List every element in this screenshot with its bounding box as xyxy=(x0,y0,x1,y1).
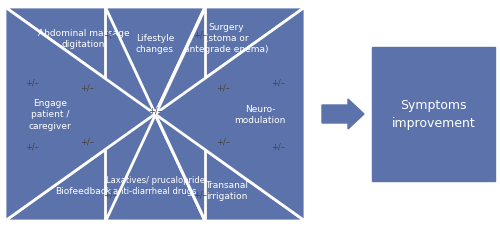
Text: +/–: +/– xyxy=(216,137,230,146)
Text: Laxatives/ prucalopride
anti-diarrheal drugs: Laxatives/ prucalopride anti-diarrheal d… xyxy=(106,175,204,196)
Text: +/–: +/– xyxy=(193,30,207,39)
Text: Transanal
irrigation: Transanal irrigation xyxy=(205,180,248,201)
Text: Lifestyle
changes: Lifestyle changes xyxy=(136,33,174,54)
Text: +/–: +/– xyxy=(148,106,162,115)
Polygon shape xyxy=(155,8,205,114)
Polygon shape xyxy=(155,8,305,221)
FancyArrow shape xyxy=(322,100,364,129)
Text: Biofeedback: Biofeedback xyxy=(56,186,112,195)
Polygon shape xyxy=(105,114,155,221)
Text: +/–: +/– xyxy=(80,137,94,146)
Polygon shape xyxy=(155,114,205,221)
Polygon shape xyxy=(105,8,205,114)
Polygon shape xyxy=(155,8,305,114)
Text: +/–: +/– xyxy=(103,30,117,39)
Text: Neuro-
modulation: Neuro- modulation xyxy=(234,104,286,125)
Text: Engage
patient /
caregiver: Engage patient / caregiver xyxy=(28,99,72,130)
Polygon shape xyxy=(5,114,155,221)
Text: +/–: +/– xyxy=(216,83,230,92)
Polygon shape xyxy=(372,48,495,181)
Text: Surgery
(stoma or
antegrade enema): Surgery (stoma or antegrade enema) xyxy=(184,23,269,54)
Text: +/–: +/– xyxy=(271,78,285,87)
Text: Abdominal massage
digitation: Abdominal massage digitation xyxy=(38,28,129,49)
Text: +/–: +/– xyxy=(25,142,39,151)
Polygon shape xyxy=(155,114,305,221)
Polygon shape xyxy=(105,8,155,114)
Text: +/–: +/– xyxy=(80,83,94,92)
Text: +/–: +/– xyxy=(25,78,39,87)
Polygon shape xyxy=(105,114,205,221)
Polygon shape xyxy=(5,8,155,114)
Text: Symptoms
improvement: Symptoms improvement xyxy=(392,99,475,130)
Text: +/–: +/– xyxy=(193,190,207,199)
Text: +/–: +/– xyxy=(103,190,117,199)
Polygon shape xyxy=(5,8,155,221)
Text: +/–: +/– xyxy=(271,142,285,151)
